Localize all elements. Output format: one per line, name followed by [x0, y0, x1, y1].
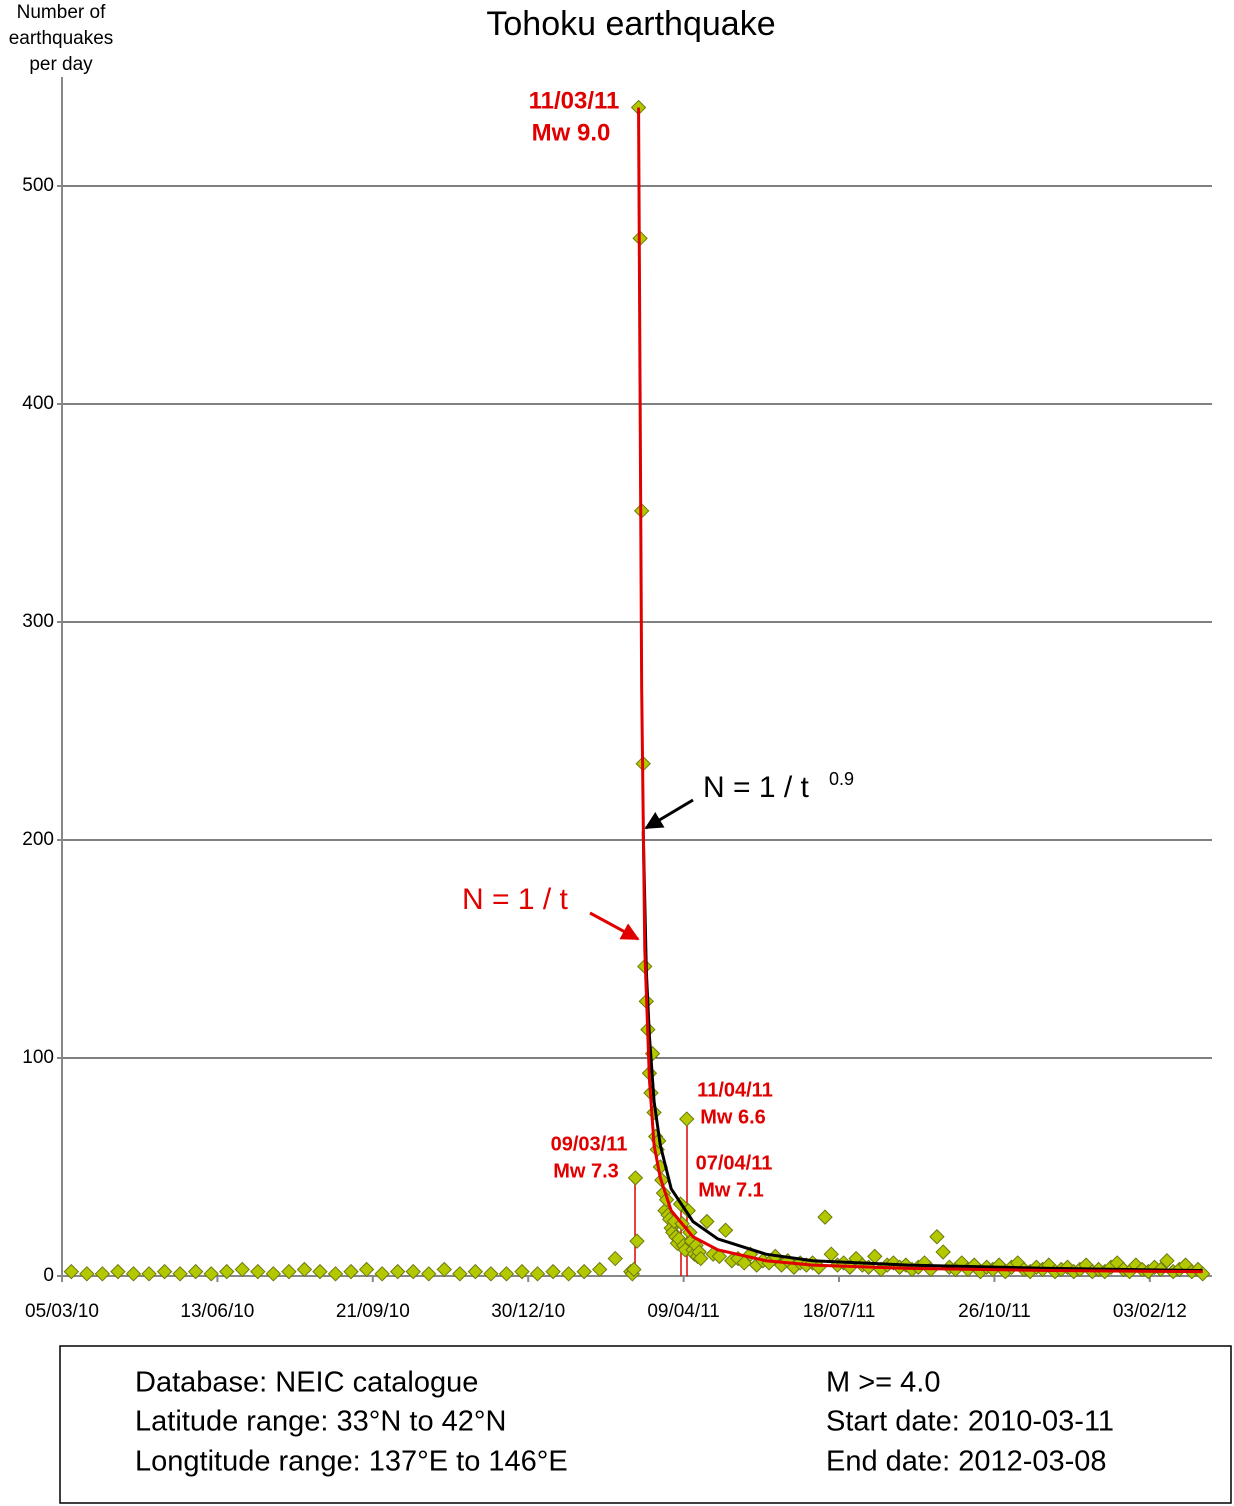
- info-text: M >= 4.0: [826, 1367, 940, 1399]
- point: [265, 1266, 282, 1282]
- y-tick-label: 500: [22, 175, 54, 196]
- point: [343, 1263, 359, 1280]
- grid: [57, 185, 1212, 1282]
- arrow: [589, 911, 640, 941]
- point: [1159, 1253, 1175, 1269]
- info-text: Longtitude range: 137°E to 146°E: [135, 1446, 568, 1478]
- y-tick-label: 200: [22, 829, 54, 850]
- annotation: Mw 7.1: [698, 1179, 764, 1201]
- point: [436, 1261, 453, 1278]
- point: [219, 1263, 235, 1280]
- point: [529, 1266, 546, 1282]
- fit-label: N = 1 / t: [462, 883, 569, 916]
- point: [591, 1261, 608, 1278]
- point: [679, 1111, 695, 1127]
- point: [141, 1266, 157, 1282]
- fit-exponent: 0.9: [829, 769, 854, 789]
- x-tick-label: 09/04/11: [647, 1301, 720, 1322]
- point: [94, 1266, 111, 1282]
- y-tick-label: 0: [43, 1265, 54, 1286]
- point: [935, 1244, 951, 1260]
- y-tick-label: 100: [22, 1047, 54, 1068]
- point: [736, 1255, 752, 1271]
- x-tick-label: 30/12/10: [491, 1301, 565, 1322]
- point: [514, 1263, 530, 1280]
- fit-curve: [637, 107, 1203, 1274]
- point: [234, 1261, 250, 1278]
- point: [172, 1266, 188, 1282]
- info-text: Database: NEIC catalogue: [135, 1367, 478, 1399]
- info-text: End date: 2012-03-08: [826, 1446, 1107, 1478]
- y-tick-label: 300: [22, 611, 54, 632]
- point: [421, 1266, 437, 1282]
- point: [312, 1263, 328, 1280]
- point: [626, 1261, 642, 1278]
- point: [699, 1213, 715, 1230]
- point: [929, 1229, 945, 1245]
- point: [452, 1266, 468, 1282]
- annotation: Mw 7.3: [553, 1160, 619, 1182]
- y-tick-label: 400: [22, 393, 54, 414]
- point: [79, 1266, 95, 1282]
- point: [110, 1263, 126, 1280]
- point: [717, 1222, 734, 1238]
- point: [560, 1266, 577, 1282]
- arrow: [644, 798, 694, 830]
- y-axis-label: Number of earthquakes per day: [8, 2, 114, 75]
- point: [545, 1263, 561, 1280]
- point: [281, 1263, 297, 1280]
- point: [576, 1263, 592, 1280]
- info-text: Latitude range: 33°N to 42°N: [135, 1406, 506, 1438]
- chart-title: Tohoku earthquake: [486, 5, 775, 43]
- point: [607, 1250, 623, 1267]
- points: [63, 99, 1211, 1282]
- info-text: Start date: 2010-03-11: [826, 1406, 1114, 1438]
- x-tick-label: 03/02/12: [1113, 1301, 1187, 1322]
- annotation: 07/04/11: [696, 1152, 773, 1174]
- info-box: [59, 1345, 1232, 1504]
- point: [483, 1266, 499, 1282]
- annotation: Mw 9.0: [532, 119, 611, 146]
- point: [296, 1261, 313, 1278]
- point: [125, 1266, 142, 1282]
- x-tick-label: 18/07/11: [803, 1301, 876, 1322]
- fit-curve: [641, 831, 1203, 1273]
- point: [187, 1263, 204, 1280]
- point: [693, 1250, 709, 1267]
- point: [374, 1266, 390, 1282]
- annotation: Mw 6.6: [700, 1106, 766, 1128]
- x-tick-label: 05/03/10: [25, 1301, 99, 1322]
- x-tick-label: 13/06/10: [180, 1301, 254, 1322]
- point: [250, 1263, 266, 1280]
- point: [627, 1170, 644, 1186]
- point: [629, 1233, 645, 1249]
- x-tick-label: 21/09/10: [336, 1301, 410, 1322]
- x-tick-label: 26/10/11: [958, 1301, 1031, 1322]
- point: [63, 1263, 80, 1280]
- point: [327, 1266, 344, 1282]
- fit-label: N = 1 / t: [703, 771, 810, 804]
- annotation: 11/04/11: [697, 1079, 773, 1101]
- point: [405, 1263, 421, 1280]
- point: [711, 1248, 728, 1265]
- point: [817, 1209, 833, 1225]
- fits: [637, 107, 1203, 1274]
- point: [389, 1263, 406, 1280]
- point: [498, 1266, 515, 1282]
- point: [156, 1263, 173, 1280]
- annotation: 11/03/11: [529, 87, 620, 114]
- point: [203, 1266, 219, 1282]
- point: [467, 1263, 484, 1280]
- point: [358, 1261, 375, 1278]
- annotation: 09/03/11: [551, 1133, 628, 1155]
